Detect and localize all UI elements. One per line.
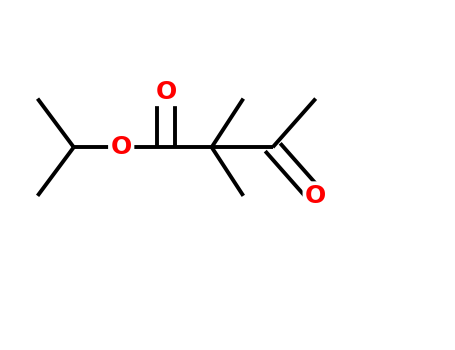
Text: O: O bbox=[156, 80, 177, 104]
Text: O: O bbox=[111, 135, 132, 159]
Text: O: O bbox=[305, 184, 326, 208]
